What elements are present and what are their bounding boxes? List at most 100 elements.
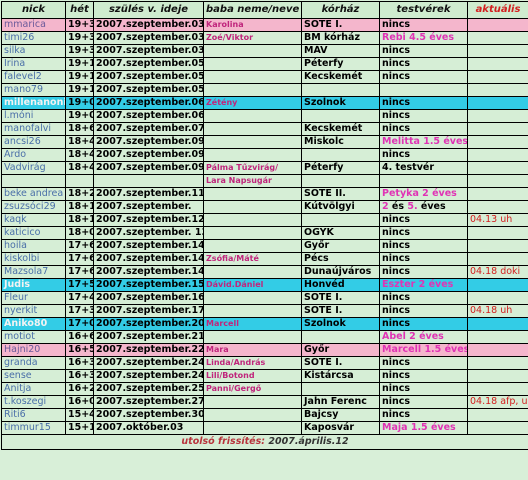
week-cell: 19+1 [65, 57, 94, 71]
table-row: kiskolbi 17+6 2007.szeptember.14 Zsófia/Mát… [1, 252, 528, 266]
hospital-cell [301, 330, 380, 344]
nick-cell: l.móni [1, 109, 66, 123]
siblings-cell: nincs [379, 70, 468, 84]
siblings-cell: nincs [379, 109, 468, 123]
table-row: Judis 17+5 2007.szeptember.15 Dávid.Dániel H… [1, 278, 528, 292]
table-row: sense 16+3 2007.szeptember.24 Lili/Botond Ki… [1, 369, 528, 383]
siblings-cell: nincs [379, 122, 468, 136]
table-row: Fleur 17+4 2007.szeptember.16 SOTE I. nincs [1, 291, 528, 305]
current-cell [467, 109, 528, 123]
due-date-cell: 2007.szeptember.25 [93, 382, 204, 396]
nick-cell: Hajni20 [1, 343, 66, 357]
baby-name-cell [203, 304, 302, 318]
table-row: zsuzsóci29 18+1 2007.szeptember. Kútvölgyi 2… [1, 200, 528, 214]
week-cell: 17+4 [65, 291, 94, 305]
current-cell [467, 135, 528, 149]
baby-name-cell [203, 187, 302, 201]
hospital-cell: Kecskemét [301, 122, 380, 136]
current-cell [467, 291, 528, 305]
hospital-cell: Győr [301, 239, 380, 253]
current-cell [467, 317, 528, 331]
table-row: Anitja 16+2 2007.szeptember.25 Panni/Gergő n… [1, 382, 528, 396]
week-cell: 17+5 [65, 278, 94, 292]
baby-name-cell: Lili/Botond [203, 369, 302, 383]
baby-name-cell [203, 44, 302, 58]
week-cell: 15+1 [65, 421, 94, 435]
hospital-cell: SOTE I. [301, 18, 380, 32]
col-header-nick: nick [1, 1, 66, 19]
hospital-cell [301, 83, 380, 97]
hospital-cell: Kecskemét [301, 70, 380, 84]
due-date-cell: 2007.szeptember. [93, 200, 204, 214]
siblings-cell: Rebi 4.5 éves [379, 31, 468, 45]
table-row: beke andrea 18+2 2007.szeptember.11 SOTE II… [1, 187, 528, 201]
due-date-cell: 2007.szeptember.24 [93, 356, 204, 370]
due-date-cell: 2007.szeptember.07 [93, 122, 204, 136]
hospital-cell: Győr [301, 343, 380, 357]
current-cell [467, 343, 528, 357]
baby-name-cell [203, 226, 302, 240]
siblings-cell: Eszter 2 éves [379, 278, 468, 292]
hospital-cell: Honvéd [301, 278, 380, 292]
nick-cell: Ardo [1, 148, 66, 162]
hospital-cell [301, 109, 380, 123]
table-row: Vadvirág 18+4 2007.szeptember.09. Pálma Tűz… [1, 161, 528, 175]
table-row: manofalvi 18+6 2007.szeptember.07 Kecskemét… [1, 122, 528, 136]
siblings-cell: nincs [379, 57, 468, 71]
table-row: Mazsola7 17+6 2007.szeptember.14 Dunaújváro… [1, 265, 528, 279]
nick-cell: t.koszegi [1, 395, 66, 409]
siblings-cell: nincs [379, 408, 468, 422]
current-cell [467, 57, 528, 71]
due-date-cell: 2007.szeptember.14 [93, 252, 204, 266]
nick-cell: granda [1, 356, 66, 370]
nick-cell: mmarica [1, 18, 66, 32]
nick-cell [1, 174, 66, 188]
hospital-cell: Pécs [301, 252, 380, 266]
due-date-cell: 2007.szeptember.17 [93, 304, 204, 318]
table-row: l.móni 19+0 2007.szeptember.06 nincs [1, 109, 528, 123]
siblings-cell: nincs [379, 395, 468, 409]
week-cell: 18+4 [65, 161, 94, 175]
table-row: Riti6 15+4 2007.szeptember.30 Bajcsy nincs [1, 408, 528, 422]
table-row: timmur15 15+1 2007.október.03 Kaposvár Maja … [1, 421, 528, 435]
due-date-cell: 2007.szeptember.03 [93, 44, 204, 58]
current-cell [467, 122, 528, 136]
nick-cell: timmur15 [1, 421, 66, 435]
week-cell: 16+3 [65, 356, 94, 370]
week-cell: 17+0 [65, 317, 94, 331]
due-date-cell: 2007.szeptember.03 [93, 18, 204, 32]
hospital-cell [301, 213, 380, 227]
baby-name-cell [203, 330, 302, 344]
due-date-cell: 2007.szeptember.06 [93, 109, 204, 123]
due-date-cell: 2007.szeptember. 13 [93, 226, 204, 240]
current-cell [467, 18, 528, 32]
hospital-cell: Kútvölgyi [301, 200, 380, 214]
current-cell [467, 174, 528, 188]
nick-cell: Anitja [1, 382, 66, 396]
hospital-cell: Szolnok [301, 317, 380, 331]
siblings-cell: nincs [379, 382, 468, 396]
hospital-cell: SOTE I. [301, 356, 380, 370]
hospital-cell: Péterfy [301, 161, 380, 175]
hospital-cell: ÖGYK [301, 226, 380, 240]
due-date-cell: 2007.szeptember.27 [93, 395, 204, 409]
week-cell: 19+1 [65, 70, 94, 84]
baby-name-cell: Zétény [203, 96, 302, 110]
due-date-cell: 2007.szeptember.03 [93, 31, 204, 45]
week-cell [65, 174, 94, 188]
week-cell: 19+3 [65, 31, 94, 45]
due-date-cell: 2007.szeptember.24 [93, 369, 204, 383]
table-row: ancsi26 18+4 2007.szeptember.09 Miskolc Meli… [1, 135, 528, 149]
last-update: utolsó frissítés: 2007.április.12 [1, 434, 528, 450]
siblings-cell: Petyka 2 éves [379, 187, 468, 201]
due-date-cell: 2007.szeptember.05 [93, 57, 204, 71]
siblings-cell: nincs [379, 226, 468, 240]
last-update-label: utolsó frissítés: [181, 436, 266, 447]
due-date-cell: 2007.szeptember.16 [93, 291, 204, 305]
nick-cell: kiskolbi [1, 252, 66, 266]
siblings-cell: nincs [379, 356, 468, 370]
due-date-cell: 2007.szeptember.14 [93, 265, 204, 279]
due-date-cell: 2007.szeptember.21 [93, 330, 204, 344]
table-row: Ardo 18+4 2007.szeptember.09 nincs [1, 148, 528, 162]
